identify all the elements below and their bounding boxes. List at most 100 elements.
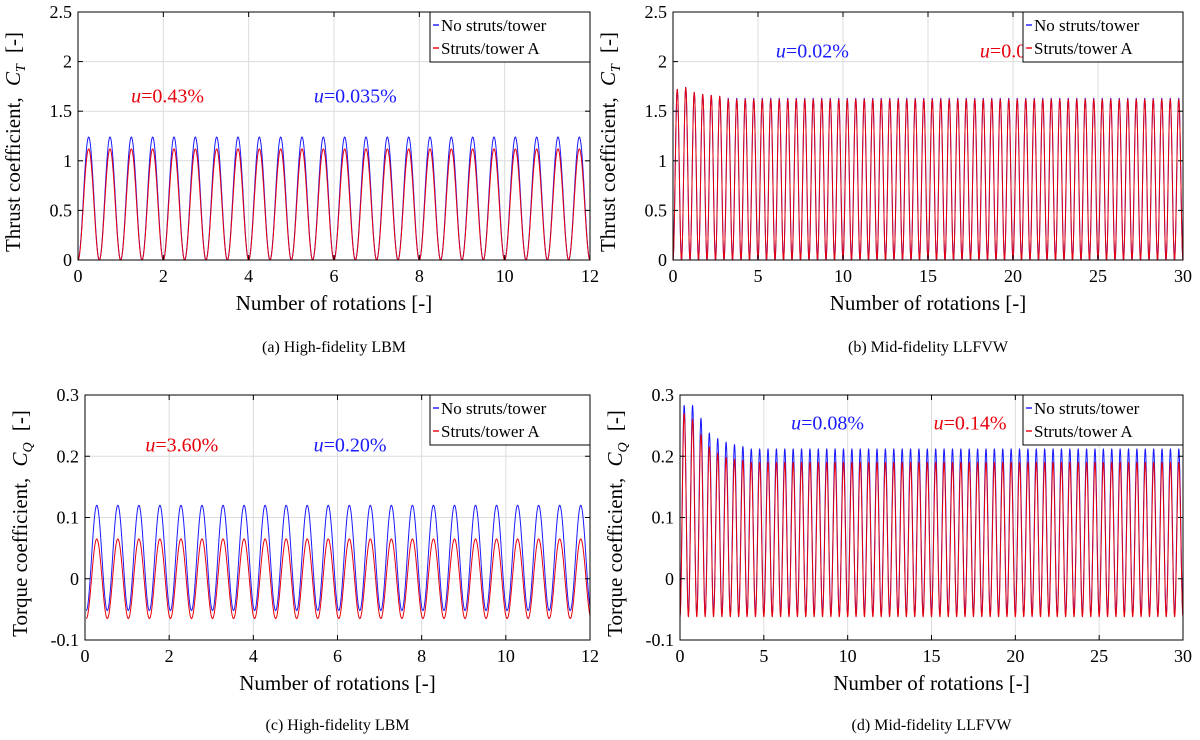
panel-a-xlabel: Number of rotations [-] (236, 291, 433, 315)
y-tick-label: -0.1 (51, 630, 80, 650)
y-tick-label: 1 (63, 151, 72, 171)
series-line-struts (679, 412, 1184, 618)
annotation-var: u (934, 413, 944, 435)
panel-d-xlabel: Number of rotations [-] (833, 671, 1030, 695)
panel-c-ylabel-main: Torque coefficient, (8, 478, 32, 637)
y-tick-label: 0.2 (57, 446, 80, 466)
x-tick-label: 10 (839, 646, 857, 666)
panel-c-ylabel-sub: Q (21, 442, 36, 452)
y-tick-label: -0.1 (646, 630, 675, 650)
annotation-u: u=3.60% (145, 435, 218, 457)
annotation-u: u=0.08% (791, 413, 864, 435)
x-tick-label: 4 (249, 646, 258, 666)
panel-d-ylabel-unit: [-] (603, 410, 627, 431)
annotation-var: u (145, 435, 155, 457)
x-tick-label: 10 (497, 646, 515, 666)
legend-box (429, 394, 591, 446)
y-tick-label: 0.1 (652, 508, 675, 528)
panel-a-ticks: 0 2 4 6 8 10 12 0 0.5 1 1.5 2 2.5 (50, 2, 600, 286)
annotation-var: u (980, 41, 990, 63)
x-tick-label: 15 (919, 266, 937, 286)
y-tick-label: 2.5 (645, 2, 668, 22)
panel-a-caption: (a) High-fidelity LBM (262, 339, 406, 356)
series-line-no-struts (85, 504, 591, 612)
x-tick-label: 30 (1174, 646, 1192, 666)
y-tick-label: 0 (70, 569, 79, 589)
panel-c-legend: No struts/tower Struts/tower A (429, 394, 591, 446)
panel-a-ylabel-main: Thrust coefficient, (1, 97, 25, 252)
annotation-u: u=0.20% (314, 435, 387, 457)
annotation-value: =0.20% (324, 435, 387, 457)
y-tick-label: 0.5 (645, 200, 668, 220)
panel-b-annotations: u=0.02% u=0.03% (776, 41, 1053, 63)
panel-c-ylabel: Torque coefficient, CQ [-] (8, 410, 37, 637)
annotation-value: =0.035% (324, 85, 397, 107)
y-tick-label: 0 (658, 250, 667, 270)
legend-box (1022, 11, 1184, 63)
panel-a-annotations: u=0.43% u=0.035% (131, 85, 397, 107)
legend-label: Struts/tower A (441, 39, 540, 58)
annotation-value: =0.43% (141, 85, 204, 107)
panel-d-lines (679, 404, 1184, 618)
panel-d-legend: No struts/tower Struts/tower A (1022, 394, 1184, 446)
x-tick-label: 25 (1089, 266, 1107, 286)
legend-label: No struts/tower (1034, 399, 1140, 418)
x-tick-label: 8 (415, 266, 424, 286)
x-tick-label: 0 (74, 266, 83, 286)
y-tick-label: 1.5 (645, 101, 668, 121)
y-tick-label: 0 (63, 250, 72, 270)
annotation-value: =3.60% (155, 435, 218, 457)
legend-label: No struts/tower (441, 399, 547, 418)
panel-b-xlabel: Number of rotations [-] (830, 291, 1027, 315)
y-tick-label: 0.1 (57, 508, 80, 528)
panel-a-ylabel-sub: T (14, 63, 29, 72)
annotation-u: u=0.43% (131, 85, 204, 107)
x-tick-label: 10 (496, 266, 514, 286)
panel-c-ylabel-sym: C (8, 452, 32, 467)
panel-d-annotations: u=0.08% u=0.14% (791, 413, 1006, 435)
panel-a-legend: No struts/tower Struts/tower A (429, 11, 591, 63)
y-tick-label: 2 (658, 52, 667, 72)
legend-box (429, 11, 591, 63)
x-tick-label: 5 (759, 646, 768, 666)
panel-c-lines (85, 504, 591, 620)
panel-b-ylabel-unit: [-] (596, 32, 620, 53)
x-tick-label: 20 (1004, 266, 1022, 286)
series-line-struts (85, 538, 591, 620)
x-tick-label: 5 (754, 266, 763, 286)
panel-c-ylabel-unit: [-] (8, 410, 32, 431)
legend-label: Struts/tower A (441, 422, 540, 441)
legend-box (1022, 394, 1184, 446)
panel-d-ticks: 0 5 10 15 20 25 30-0.100.10.20.3 (646, 385, 1193, 666)
x-tick-label: 20 (1006, 646, 1024, 666)
x-tick-label: 2 (165, 646, 174, 666)
annotation-var: u (314, 85, 324, 107)
x-tick-label: 12 (581, 266, 599, 286)
panel-b-ticks: 0 5 10 15 20 25 30 0 0.5 1 1.5 2 2.5 (645, 2, 1193, 286)
panel-a-ylabel: Thrust coefficient, CT [-] (1, 32, 30, 252)
panel-d-ylabel-sym: C (603, 452, 627, 467)
panel-c-ticks: 0 2 4 6 8 10 12-0.100.10.20.3 (51, 385, 600, 666)
y-tick-label: 1 (658, 151, 667, 171)
legend-label: No struts/tower (441, 16, 547, 35)
annotation-var: u (776, 41, 786, 63)
annotation-value: =0.08% (801, 413, 864, 435)
panel-b-ylabel: Thrust coefficient, CT [-] (596, 32, 625, 252)
x-tick-label: 6 (333, 646, 342, 666)
panel-d-ylabel-sub: Q (616, 442, 631, 452)
panel-d: 0 5 10 15 20 25 30-0.100.10.20.3 u=0.08% u=0.14… (603, 385, 1192, 734)
annotation-var: u (314, 435, 324, 457)
panel-d-ylabel-main: Torque coefficient, (603, 478, 627, 637)
annotation-u: u=0.02% (776, 41, 849, 63)
panel-c-xlabel: Number of rotations [-] (239, 671, 436, 695)
x-tick-label: 0 (81, 646, 90, 666)
x-tick-label: 8 (417, 646, 426, 666)
panel-a-ylabel-sym: C (1, 71, 25, 86)
panel-b-ylabel-sym: C (596, 71, 620, 86)
panel-b-ylabel-sub: T (609, 63, 624, 72)
x-tick-label: 15 (923, 646, 941, 666)
x-tick-label: 6 (330, 266, 339, 286)
annotation-u: u=0.14% (934, 413, 1007, 435)
